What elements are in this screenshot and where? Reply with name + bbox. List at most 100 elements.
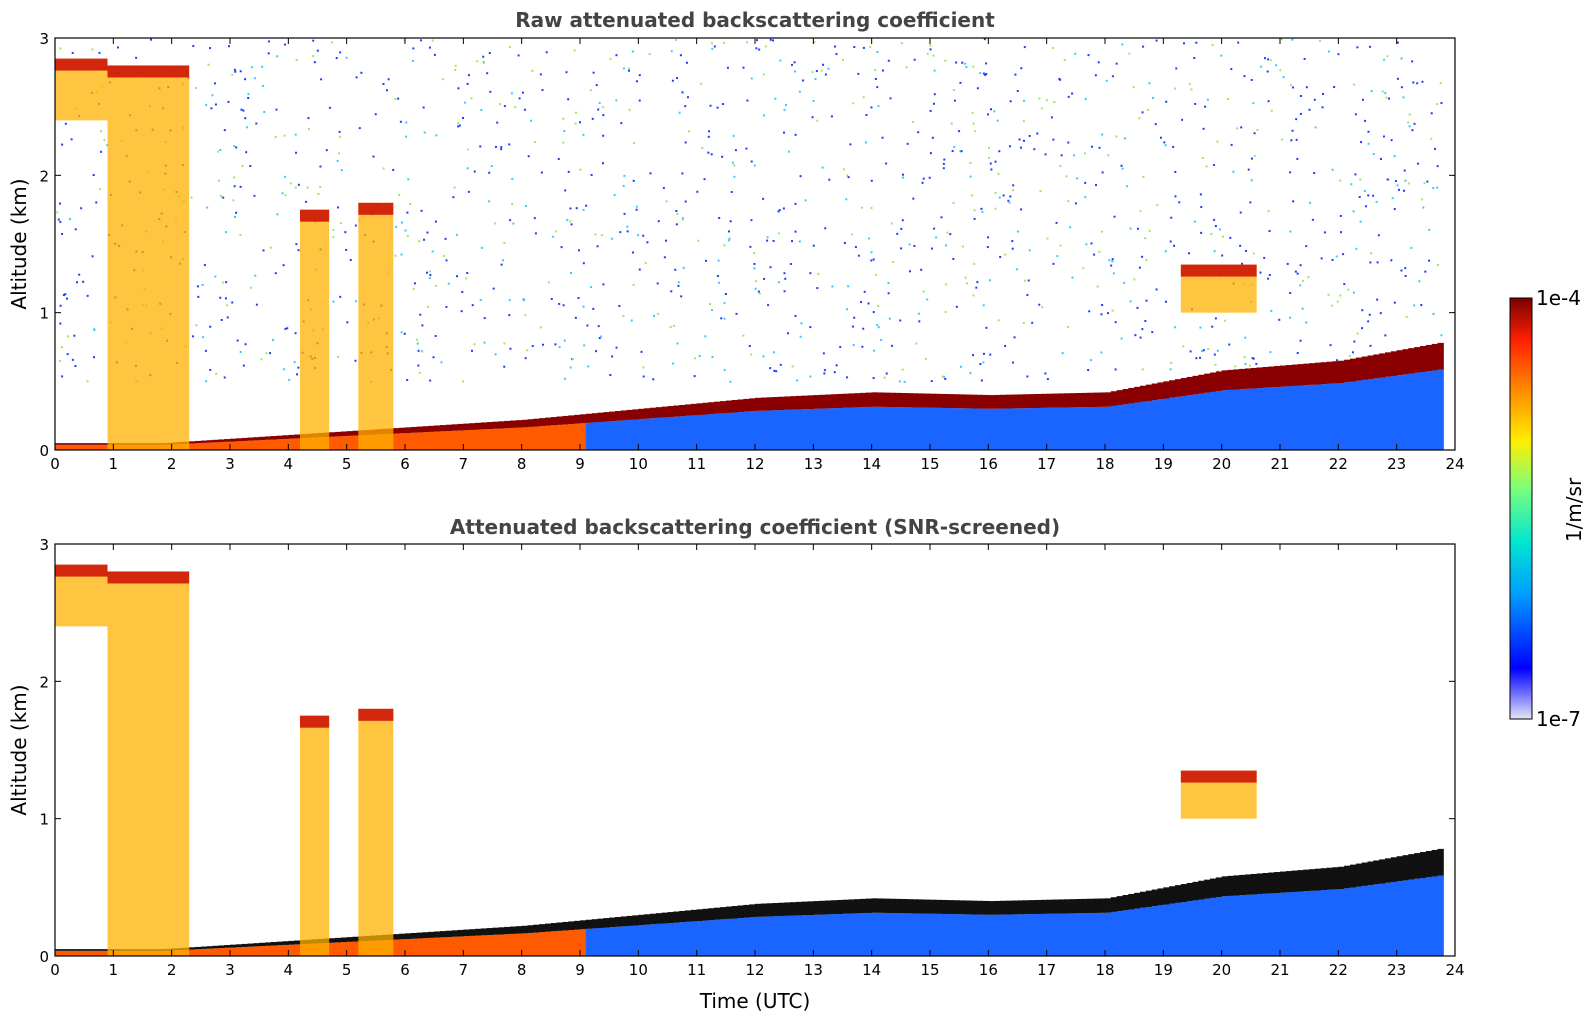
x-tick-label: 13 — [804, 961, 823, 979]
noise-speck — [239, 350, 242, 353]
x-tick-label: 24 — [1445, 961, 1464, 979]
boundary-layer-top-cell — [1233, 875, 1240, 896]
boundary-layer-cell — [720, 919, 727, 956]
noise-speck — [567, 98, 570, 101]
noise-speck — [567, 170, 570, 173]
screened-heatmap — [55, 564, 1444, 956]
boundary-layer-top-cell — [1011, 900, 1018, 915]
noise-speck — [1107, 154, 1110, 157]
boundary-layer-top-cell — [988, 395, 995, 409]
noise-speck — [431, 250, 434, 253]
noise-speck — [534, 232, 537, 235]
noise-speck — [296, 373, 299, 376]
boundary-layer-cell — [1145, 400, 1153, 450]
noise-speck — [1267, 100, 1270, 103]
noise-speck — [1253, 132, 1256, 135]
boundary-layer-cell — [1210, 897, 1217, 956]
noise-speck — [511, 177, 514, 180]
noise-speck — [500, 263, 503, 266]
boundary-layer-cell — [1157, 399, 1164, 450]
noise-speck — [75, 281, 78, 284]
noise-speck — [1053, 101, 1056, 104]
noise-speck — [929, 44, 932, 47]
boundary-layer-top-cell — [1332, 867, 1339, 890]
noise-speck — [620, 122, 623, 125]
noise-speck — [227, 100, 230, 103]
noise-speck — [901, 219, 904, 222]
noise-speck — [1141, 111, 1144, 114]
noise-speck — [1071, 276, 1074, 279]
boundary-layer-top-cell — [720, 907, 727, 920]
noise-speck — [316, 49, 319, 52]
boundary-layer-top-cell — [1361, 356, 1368, 380]
boundary-layer-cell — [615, 420, 622, 450]
noise-speck — [990, 168, 993, 171]
boundary-layer-top-cell — [988, 901, 995, 915]
noise-speck — [1204, 105, 1207, 108]
boundary-layer-cell — [1437, 875, 1444, 956]
noise-speck — [240, 108, 243, 111]
noise-speck — [876, 86, 879, 89]
noise-speck — [762, 73, 765, 76]
boundary-layer-top-cell — [1075, 393, 1083, 408]
noise-speck — [1224, 319, 1227, 322]
noise-speck — [822, 352, 825, 355]
boundary-layer-cell — [1408, 879, 1415, 956]
noise-speck — [92, 174, 95, 177]
noise-speck — [882, 69, 885, 72]
boundary-layer-top-cell — [1099, 898, 1106, 913]
boundary-layer-cell — [1110, 405, 1118, 450]
boundary-layer-top-cell — [644, 914, 651, 925]
boundary-layer-top-cell — [440, 425, 447, 432]
boundary-layer-cell — [580, 423, 587, 450]
noise-speck — [1045, 99, 1048, 102]
noise-speck — [610, 237, 613, 240]
boundary-layer-cell — [1414, 878, 1421, 956]
boundary-layer-top-cell — [609, 411, 616, 422]
boundary-layer-cell — [434, 937, 441, 956]
boundary-layer-cell — [737, 412, 744, 450]
boundary-layer-cell — [1233, 389, 1240, 450]
noise-speck — [1220, 54, 1223, 57]
boundary-layer-cell — [930, 913, 937, 956]
noise-speck — [1142, 175, 1145, 178]
noise-speck — [870, 106, 873, 109]
noise-speck — [1375, 200, 1378, 203]
boundary-layer-top-cell — [574, 920, 581, 930]
noise-speck — [582, 262, 585, 265]
boundary-layer-cell — [527, 932, 534, 956]
boundary-layer-cell — [504, 934, 511, 956]
noise-speck — [1347, 288, 1350, 291]
noise-speck — [1398, 188, 1401, 191]
boundary-layer-cell — [1128, 403, 1135, 450]
boundary-layer-cell — [66, 444, 73, 450]
noise-speck — [783, 272, 786, 275]
boundary-layer-top-cell — [714, 401, 721, 414]
noise-speck — [710, 309, 713, 312]
boundary-layer-cell — [620, 926, 628, 956]
noise-speck — [913, 58, 916, 61]
boundary-layer-top-cell — [795, 395, 803, 410]
noise-speck — [1020, 208, 1023, 211]
noise-speck — [703, 178, 706, 181]
noise-speck — [1381, 90, 1384, 93]
boundary-layer-top-cell — [276, 435, 283, 440]
boundary-layer-top-cell — [457, 423, 464, 431]
noise-speck — [317, 192, 320, 195]
boundary-layer-top-cell — [1420, 852, 1427, 879]
noise-speck — [664, 239, 667, 242]
boundary-layer-cell — [352, 435, 359, 450]
noise-speck — [209, 47, 212, 50]
noise-speck — [1367, 130, 1370, 133]
noise-speck — [453, 186, 456, 189]
boundary-layer-top-cell — [790, 902, 797, 916]
x-tick-label: 2 — [167, 961, 177, 979]
noise-speck — [1087, 369, 1090, 372]
noise-speck — [787, 332, 790, 335]
noise-speck — [1059, 165, 1062, 168]
noise-speck — [92, 356, 95, 359]
x-tick-label: 0 — [50, 455, 60, 473]
noise-speck — [1369, 261, 1372, 264]
noise-speck — [613, 193, 616, 196]
y-tick-label: 2 — [39, 167, 49, 185]
